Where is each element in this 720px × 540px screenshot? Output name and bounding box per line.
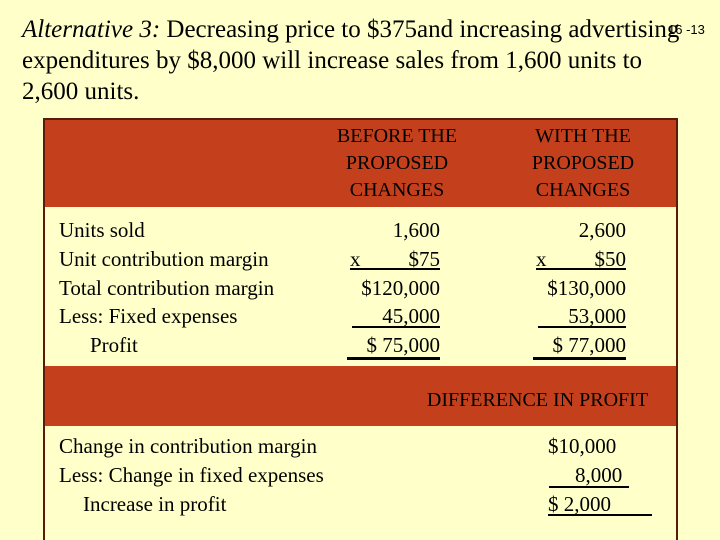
before-fixed-expenses: 45,000 [382, 304, 440, 329]
difference-values: $10,000 8,000 $ 2,000 [548, 432, 653, 518]
with-fixed-underline [538, 326, 626, 328]
diff-increase-in-profit: $ 2,000 [548, 491, 611, 516]
alternative-label: Alternative 3: [22, 16, 161, 43]
label-change-in-cm: Change in contribution margin [59, 434, 317, 458]
header-band [45, 120, 676, 207]
label-total-contribution-margin: Total contribution margin [59, 275, 275, 300]
with-ucm-underline [536, 268, 626, 270]
diff-change-in-fixed: 8,000 [575, 462, 623, 487]
table-frame [43, 118, 678, 540]
slide-number: 16 -13 [668, 22, 705, 37]
before-units-sold: 1,600 [392, 218, 440, 242]
header-with-changes: WITH THE PROPOSED CHANGES [531, 125, 635, 201]
label-profit: Profit [90, 333, 138, 358]
before-column: 1,600 x $75 $120,000 45,000 $ 75,000 [340, 216, 440, 360]
before-ucm-underline [350, 268, 440, 270]
diff-profit-underline [548, 514, 652, 516]
header-before-changes: BEFORE THE PROPOSED CHANGES [336, 125, 458, 201]
before-unit-cm: $75 [408, 246, 441, 271]
with-profit: $ 77,000 [552, 333, 627, 358]
before-total-cm: $120,000 [361, 275, 440, 300]
with-unit-cm: $50 [594, 246, 627, 271]
with-profit-double-underline [533, 357, 626, 360]
difference-labels: Change in contribution margin Less: Chan… [59, 432, 324, 518]
before-multiply-sign: x [350, 246, 361, 271]
alternative-description: Decreasing price to $375and increasing a… [22, 16, 680, 105]
label-increase-in-profit: Increase in profit [83, 491, 227, 516]
label-fixed-expenses: Less: Fixed expenses [59, 304, 238, 329]
before-profit-double-underline [347, 357, 440, 360]
row-labels: Units sold Unit contribution margin Tota… [59, 216, 274, 360]
with-units-sold: 2,600 [578, 218, 626, 242]
label-unit-contribution-margin: Unit contribution margin [59, 246, 269, 271]
label-units-sold: Units sold [59, 218, 145, 242]
with-column: 2,600 x $50 $130,000 53,000 $ 77,000 [526, 216, 626, 360]
label-change-in-fixed: Less: Change in fixed expenses [59, 462, 324, 487]
with-total-cm: $130,000 [547, 275, 626, 300]
before-profit: $ 75,000 [366, 333, 441, 358]
difference-band [45, 366, 676, 426]
with-fixed-expenses: 53,000 [568, 304, 626, 329]
with-multiply-sign: x [536, 246, 547, 271]
diff-change-in-cm: $10,000 [548, 434, 617, 458]
diff-fixed-underline [549, 486, 629, 488]
difference-header: DIFFERENCE IN PROFIT [426, 389, 649, 411]
before-fixed-underline [352, 326, 440, 328]
slide-title: Alternative 3: Decreasing price to $375a… [22, 14, 702, 107]
